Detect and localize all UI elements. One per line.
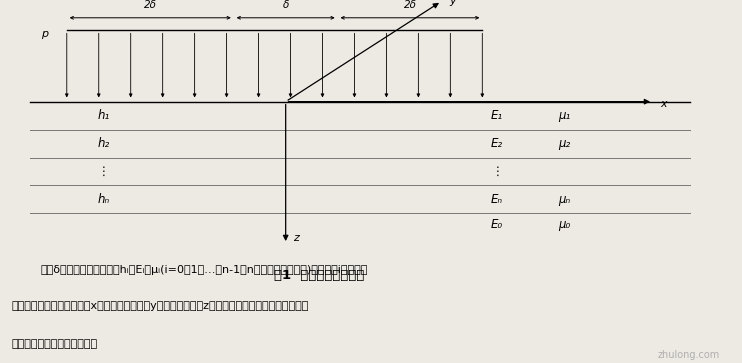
Text: μ₂: μ₂: [558, 137, 570, 150]
Text: E₂: E₂: [491, 137, 503, 150]
Text: 2δ: 2δ: [404, 0, 416, 10]
Text: 2δ: 2δ: [144, 0, 157, 10]
Text: x: x: [660, 99, 667, 109]
Text: μₙ: μₙ: [558, 193, 570, 206]
Text: 图1  路基应力计算模型: 图1 路基应力计算模型: [274, 269, 364, 282]
Text: μ₀: μ₀: [558, 219, 570, 231]
Text: 以拉应力为整，压应力为负。: 以拉应力为整，压应力为负。: [11, 339, 97, 349]
Text: h₁: h₁: [98, 109, 110, 122]
Text: 厚度、设计模量和泊松比；x轴为横断面方向；y轴为行车方向；z轴为路面结构深度方向。应力符号: 厚度、设计模量和泊松比；x轴为横断面方向；y轴为行车方向；z轴为路面结构深度方向…: [11, 301, 309, 311]
Text: ⋮: ⋮: [491, 165, 503, 178]
Text: E₀: E₀: [491, 219, 503, 231]
Text: δ: δ: [283, 0, 289, 10]
Text: μ₁: μ₁: [558, 109, 570, 122]
Text: zhulong.com: zhulong.com: [657, 350, 720, 360]
Text: 图中δ为荷载当量圆半径；hᵢ、Eᵢ、μᵢ(i=0，1，…，n-1，n，为路面结构层数)分别为第i结构层的: 图中δ为荷载当量圆半径；hᵢ、Eᵢ、μᵢ(i=0，1，…，n-1，n，为路面结构…: [41, 265, 368, 275]
Text: h₂: h₂: [98, 137, 110, 150]
Text: Eₙ: Eₙ: [491, 193, 503, 206]
Text: p: p: [41, 29, 48, 39]
Text: E₁: E₁: [491, 109, 503, 122]
Text: ⋮: ⋮: [98, 165, 110, 178]
Text: hₙ: hₙ: [98, 193, 110, 206]
Text: z: z: [293, 233, 299, 244]
Text: y: y: [449, 0, 456, 6]
